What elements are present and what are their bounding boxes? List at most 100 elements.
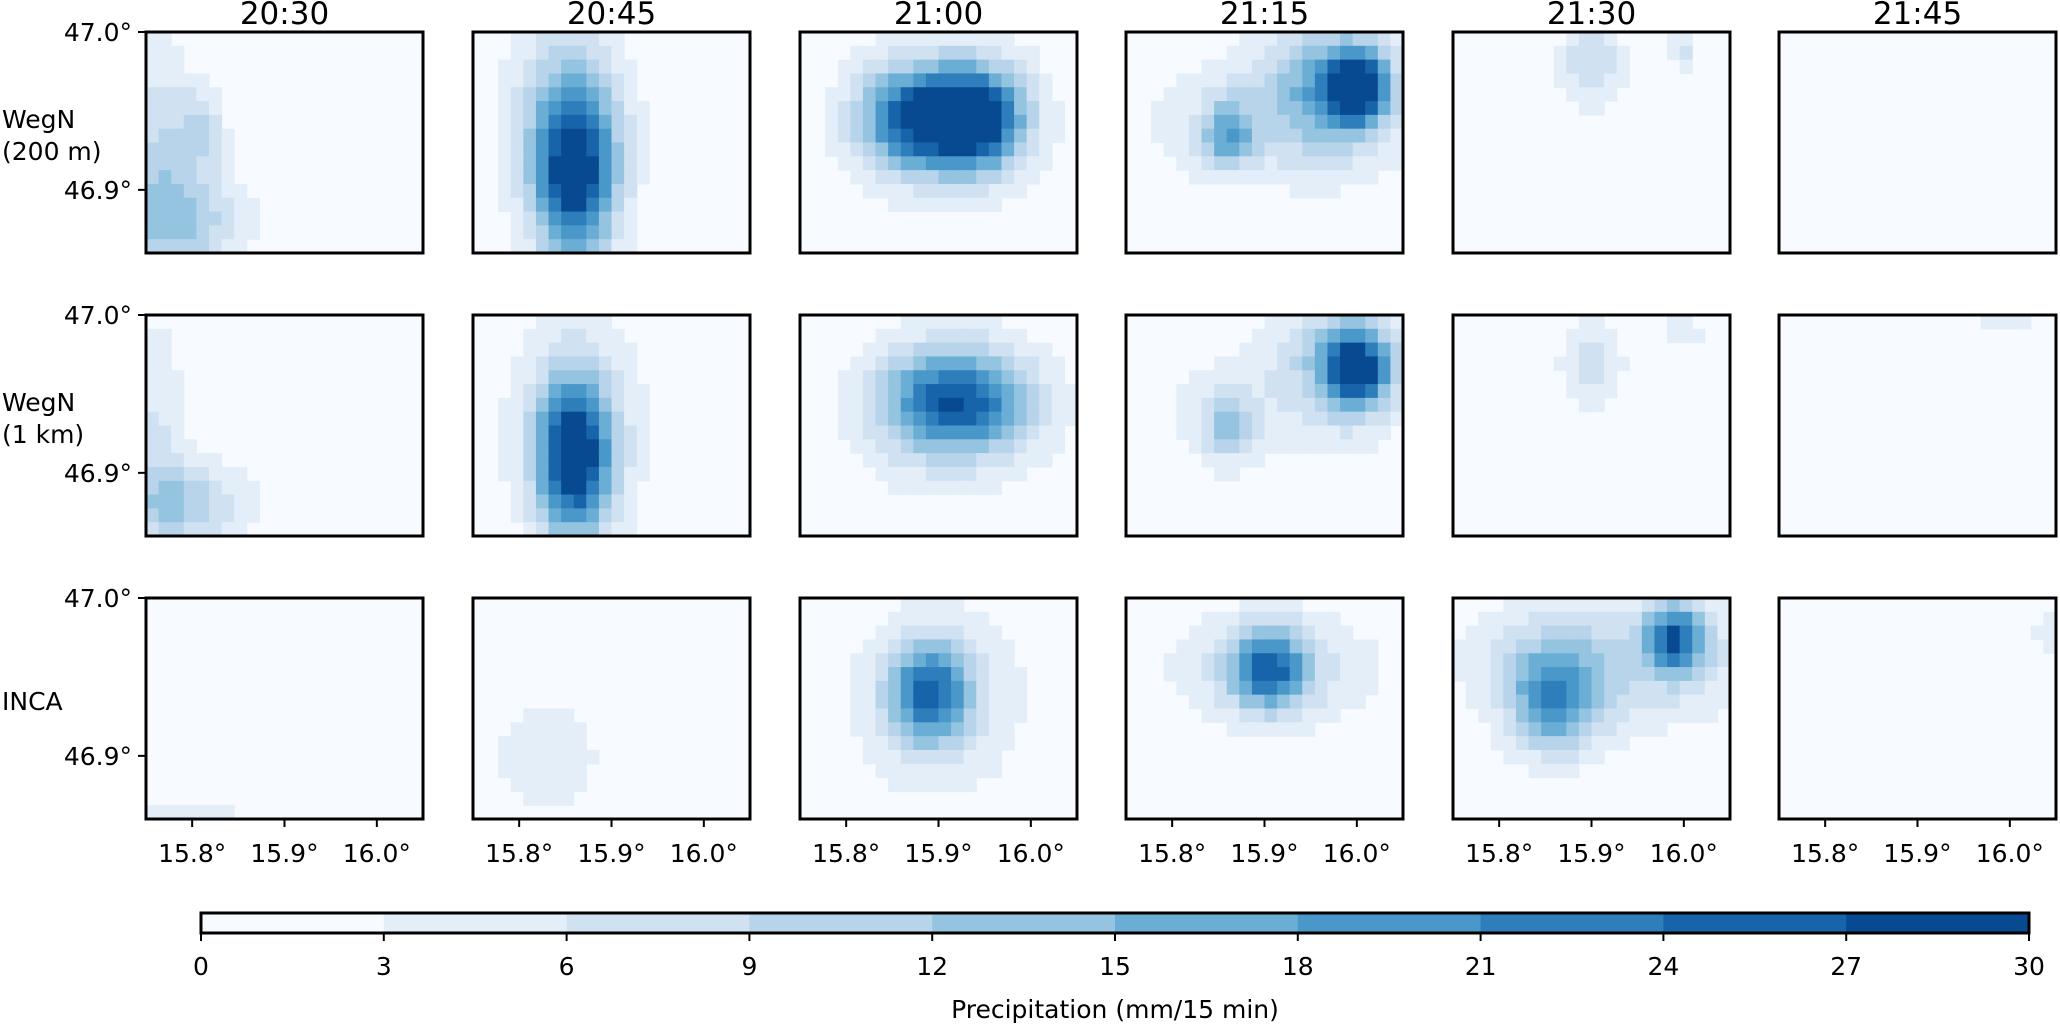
precip-cell [1516, 722, 1529, 736]
precip-cell [1214, 439, 1227, 453]
precip-cell [1353, 73, 1366, 87]
precip-cell [951, 764, 964, 778]
precip-cell [876, 467, 889, 481]
precip-cell [951, 639, 964, 653]
precip-cell [586, 225, 599, 239]
precip-cell [586, 453, 599, 467]
precip-cell [1365, 115, 1378, 129]
precip-cell [599, 184, 612, 198]
precip-cell [964, 481, 977, 495]
precip-cell [1189, 681, 1202, 695]
precip-cell [586, 32, 599, 46]
precip-cell [976, 639, 989, 653]
precip-cell [561, 184, 574, 198]
precip-cell [498, 439, 511, 453]
precip-cell [1001, 184, 1014, 198]
precip-cell [1202, 398, 1215, 412]
precip-cell [561, 522, 574, 536]
precip-cell [1302, 156, 1315, 170]
precip-cell [976, 412, 989, 426]
precip-cell [1265, 681, 1278, 695]
precip-cell [964, 626, 977, 640]
precip-cell [222, 184, 235, 198]
precip-cell [209, 522, 222, 536]
precip-cell [926, 87, 939, 101]
precip-cell [1227, 370, 1240, 384]
precip-cell [976, 343, 989, 357]
x-tick-label: 15.8° [158, 839, 226, 868]
map-panel [1453, 32, 1730, 253]
precip-cell [1227, 87, 1240, 101]
precip-cell [939, 412, 952, 426]
precip-cell [1353, 384, 1366, 398]
precip-cell [1566, 343, 1579, 357]
precip-cell [549, 315, 562, 329]
precip-cell [939, 384, 952, 398]
precip-cell [1554, 598, 1567, 612]
precip-cell [184, 87, 197, 101]
precip-cell [951, 198, 964, 212]
precip-cell [1705, 667, 1718, 681]
precip-cell [1001, 681, 1014, 695]
precip-cell [1214, 73, 1227, 87]
precip-cell [1680, 315, 1693, 329]
precip-cell [523, 87, 536, 101]
precip-cell [599, 398, 612, 412]
precip-cell [1692, 695, 1705, 709]
precip-cell [1478, 667, 1491, 681]
precip-cell [850, 46, 863, 60]
precip-cell [1642, 695, 1655, 709]
precip-cell [838, 426, 851, 440]
precip-cell [1052, 101, 1065, 115]
precip-cell [196, 184, 209, 198]
precip-cell [612, 426, 625, 440]
precip-cell [939, 115, 952, 129]
precip-cell [171, 129, 184, 143]
precip-cell [1327, 156, 1340, 170]
precip-cell [1491, 639, 1504, 653]
precip-cell [184, 170, 197, 184]
precip-cell [561, 791, 574, 805]
precip-cell [1239, 453, 1252, 467]
precip-cell [1378, 370, 1391, 384]
precip-cell [1252, 46, 1265, 60]
precip-cell [561, 32, 574, 46]
precip-cell [146, 426, 159, 440]
precip-cell [1617, 736, 1630, 750]
precip-cell [951, 115, 964, 129]
precip-cell [850, 60, 863, 74]
precip-cell [939, 639, 952, 653]
precip-cell [561, 356, 574, 370]
precip-cell [612, 467, 625, 481]
precip-cell [536, 46, 549, 60]
precip-cell [939, 626, 952, 640]
precip-cell [951, 398, 964, 412]
precip-cell [1302, 722, 1315, 736]
precip-cell [574, 225, 587, 239]
x-tick-label: 16.0° [1650, 839, 1718, 868]
precip-cell [1667, 653, 1680, 667]
precip-cell [901, 764, 914, 778]
precip-cell [1052, 370, 1065, 384]
precip-cell [863, 398, 876, 412]
precip-cell [146, 101, 159, 115]
precip-cell [888, 184, 901, 198]
precip-cell [926, 695, 939, 709]
precip-cell [1604, 709, 1617, 723]
precip-cell [888, 329, 901, 343]
precip-cell [1265, 170, 1278, 184]
precip-cell [913, 722, 926, 736]
precip-cell [888, 87, 901, 101]
precip-cell [1189, 384, 1202, 398]
precip-cell [1692, 709, 1705, 723]
precip-cell [876, 736, 889, 750]
precip-cell [549, 778, 562, 792]
precip-cell [1529, 750, 1542, 764]
precip-cell [498, 60, 511, 74]
precip-cell [913, 736, 926, 750]
precip-cell [901, 453, 914, 467]
precip-cell [549, 343, 562, 357]
precip-cell [913, 778, 926, 792]
precip-cell [1378, 384, 1391, 398]
precip-cell [549, 709, 562, 723]
